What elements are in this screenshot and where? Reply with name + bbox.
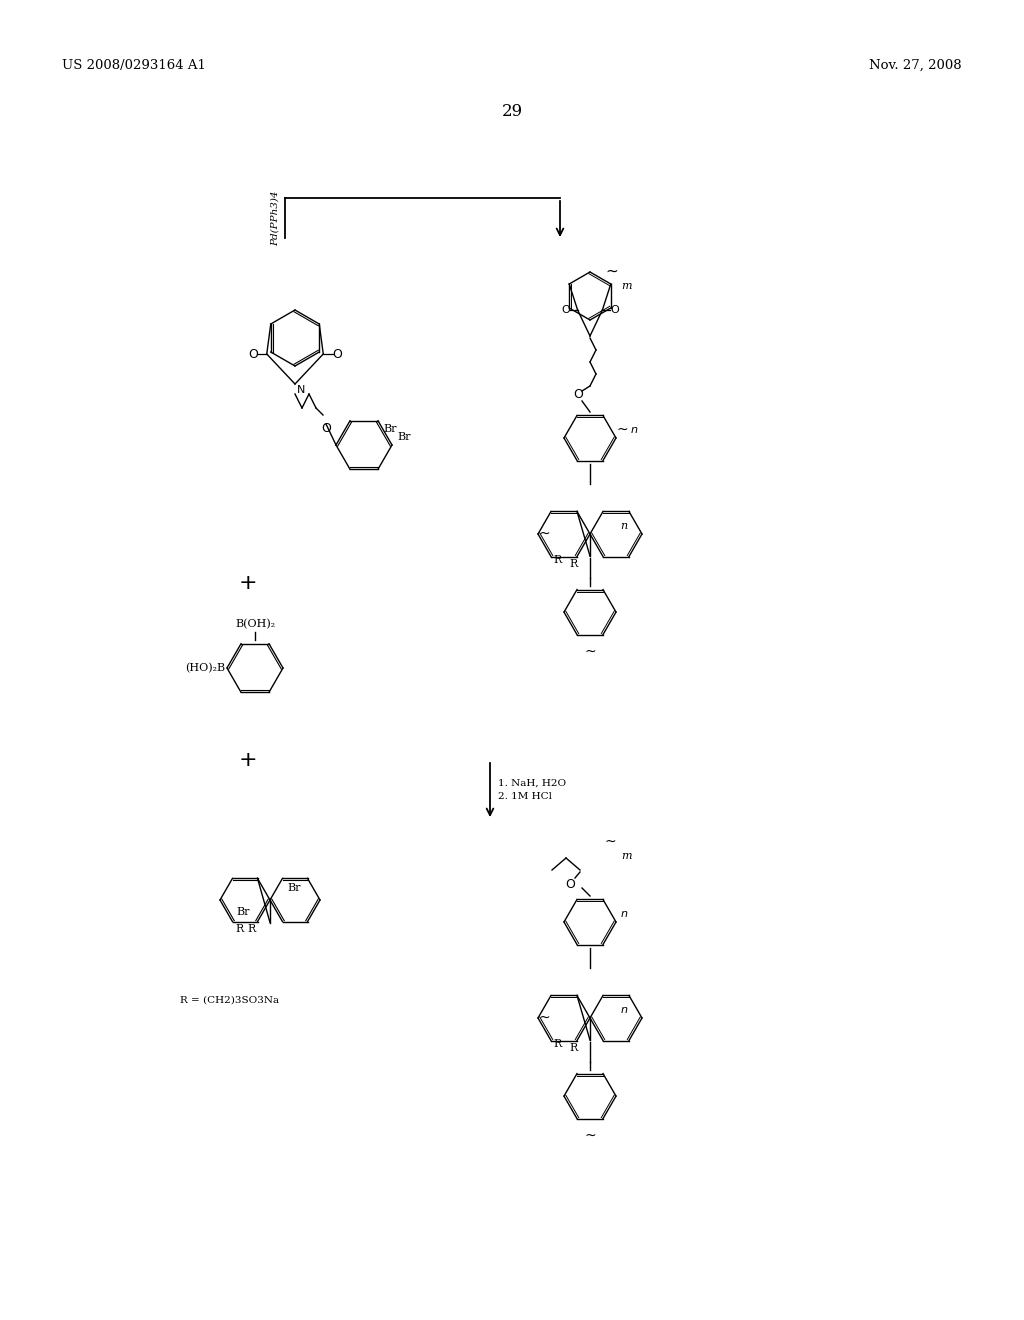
- Text: O: O: [561, 305, 570, 315]
- Text: O: O: [322, 422, 331, 436]
- Text: 1. NaH, H2O
2. 1M HCl: 1. NaH, H2O 2. 1M HCl: [498, 779, 566, 801]
- Text: m: m: [621, 281, 631, 290]
- Text: n: n: [621, 909, 628, 919]
- Text: +: +: [239, 573, 257, 593]
- Text: O: O: [333, 347, 342, 360]
- Text: N: N: [297, 385, 305, 395]
- Text: ~: ~: [539, 527, 550, 541]
- Text: R: R: [554, 1039, 562, 1049]
- Text: +: +: [239, 750, 257, 770]
- Text: ~: ~: [584, 1129, 596, 1143]
- Text: R: R: [554, 556, 562, 565]
- Text: Br: Br: [397, 432, 411, 442]
- Text: US 2008/0293164 A1: US 2008/0293164 A1: [62, 58, 206, 71]
- Text: n: n: [621, 1005, 628, 1015]
- Text: ~: ~: [584, 645, 596, 659]
- Text: R: R: [570, 560, 579, 569]
- Text: R: R: [570, 1043, 579, 1053]
- Text: 29: 29: [502, 103, 522, 120]
- Text: R: R: [236, 924, 244, 933]
- Text: (HO)₂B: (HO)₂B: [185, 663, 225, 673]
- Text: n: n: [621, 521, 628, 531]
- Text: Br: Br: [288, 883, 301, 894]
- Text: ~: ~: [539, 1011, 550, 1026]
- Text: R = (CH2)3SO3Na: R = (CH2)3SO3Na: [180, 995, 280, 1005]
- Text: Br: Br: [383, 424, 396, 434]
- Text: O: O: [248, 347, 258, 360]
- Text: ~: ~: [605, 264, 618, 279]
- Text: B(OH)₂: B(OH)₂: [234, 619, 275, 630]
- Text: n: n: [631, 425, 638, 436]
- Text: ~: ~: [604, 836, 615, 849]
- Text: R: R: [248, 924, 256, 933]
- Text: O: O: [573, 388, 583, 400]
- Text: Nov. 27, 2008: Nov. 27, 2008: [869, 58, 962, 71]
- Text: Br: Br: [236, 907, 250, 916]
- Text: ~: ~: [616, 422, 628, 437]
- Text: Pd(PPh3)4: Pd(PPh3)4: [270, 190, 280, 246]
- Text: O: O: [610, 305, 618, 315]
- Text: m: m: [621, 851, 631, 861]
- Text: O: O: [565, 878, 574, 891]
